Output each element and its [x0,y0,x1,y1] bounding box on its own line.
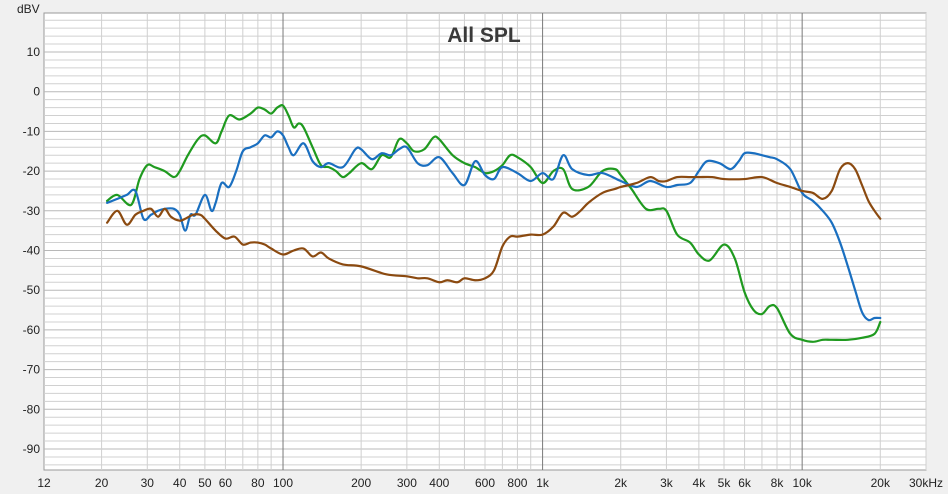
grid-lines [44,13,927,470]
x-tick-label: 4k [693,476,707,490]
x-tick-label: 30kHz [909,476,943,490]
series-line-1 [105,104,882,343]
series-lines [105,104,882,343]
x-tick-label: 50 [198,476,212,490]
x-tick-label: 300 [397,476,417,490]
y-tick-label: -30 [23,204,41,218]
x-tick-label: 100 [273,476,293,490]
y-tick-label: -50 [23,283,41,297]
x-tick-label: 800 [507,476,527,490]
y-tick-label: -10 [23,124,41,138]
x-tick-label: 600 [475,476,495,490]
x-tick-label: 200 [351,476,371,490]
y-tick-label: 0 [33,85,40,99]
y-tick-label: -70 [23,363,41,377]
x-tick-label: 1k [536,476,550,490]
x-tick-label: 5k [718,476,732,490]
y-tick-label: -80 [23,402,41,416]
x-tick-label: 20k [871,476,891,490]
x-tick-label: 80 [251,476,265,490]
y-axis-unit-label: dBV [17,2,40,16]
y-tick-label: 10 [27,45,41,59]
x-tick-label: 2k [614,476,628,490]
series-line-3 [105,162,882,284]
series-line-2 [105,130,882,322]
y-tick-label: -60 [23,323,41,337]
x-tick-label: 20 [95,476,109,490]
x-tick-label: 8k [771,476,785,490]
y-tick-label: -90 [23,442,41,456]
x-tick-label: 400 [429,476,449,490]
y-tick-label: -40 [23,244,41,258]
x-tick-label: 40 [173,476,187,490]
x-tick-label: 30 [141,476,155,490]
x-tick-label: 12 [37,476,51,490]
chart-title: All SPL [447,24,521,47]
x-tick-label: 6k [738,476,752,490]
x-tick-label: 10k [792,476,812,490]
x-tick-label: 60 [219,476,233,490]
y-tick-label: -20 [23,164,41,178]
x-tick-label: 3k [660,476,674,490]
